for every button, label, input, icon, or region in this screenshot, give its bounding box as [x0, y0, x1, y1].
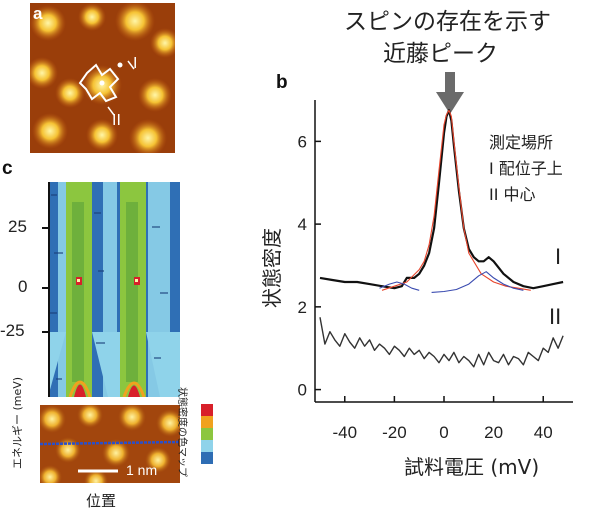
panel-c-label: c [2, 158, 13, 179]
site-ii-marker [99, 80, 105, 86]
series-line-fit-2 [381, 109, 531, 291]
chart-y-label: 状態密度 [260, 228, 284, 308]
x-tick-label: -20 [382, 423, 407, 442]
legend-entry-2: II 中心 [489, 185, 536, 204]
series-label-ii: II [549, 304, 562, 329]
x-tick-label: -40 [332, 423, 357, 442]
panel-c-spectral-map [48, 182, 180, 397]
site-i-marker [117, 62, 123, 68]
colorbar-swatch [201, 404, 213, 417]
colorbar-swatch [201, 440, 213, 453]
series-line-fit-3 [379, 281, 420, 291]
x-tick-label: 20 [484, 423, 503, 442]
panel-c-y-tick-2: 0 [18, 277, 28, 296]
series-line-fit-4 [431, 271, 524, 293]
scale-bar-label: 1 nm [126, 462, 158, 478]
colorbar-swatch [201, 428, 213, 441]
y-tick-label: 6 [298, 132, 307, 151]
panel-a-marker-2: II [112, 112, 121, 129]
panel-c-y-axis [42, 182, 50, 397]
molecule-outline [78, 63, 120, 103]
y-tick-label: 4 [298, 215, 307, 234]
panel-a-marker-1: I [133, 55, 138, 72]
panel-a-image [30, 3, 175, 153]
x-tick-label: 40 [534, 423, 553, 442]
panel-b-label: b [276, 72, 288, 93]
kondo-arrow [436, 72, 464, 114]
x-tick-label: 0 [439, 423, 448, 442]
colorbar [201, 404, 213, 464]
y-tick-label: 2 [298, 298, 307, 317]
kondo-annotation-line1: スピンの存在を示す [344, 9, 551, 35]
y-tick-label: 0 [298, 381, 307, 400]
legend-title: 測定場所 [489, 133, 554, 152]
panel-c-topography [40, 405, 180, 483]
panel-c-x-label: 位置 [86, 492, 117, 510]
panel-c-y-tick-3: -25 [0, 321, 25, 340]
series-line-ii [319, 317, 564, 368]
panel-c-y-tick-1: 25 [8, 217, 27, 236]
chart-x-label: 試料電圧 (mV) [404, 455, 540, 479]
colorbar-swatch [201, 416, 213, 429]
linescan-line [40, 440, 180, 446]
legend-entry-1: I 配位子上 [489, 159, 563, 178]
kondo-annotation-line2: 近藤ピーク [383, 41, 498, 67]
series-label-i: I [555, 244, 562, 269]
colorbar-swatch [201, 452, 213, 464]
panel-a-label: a [33, 4, 43, 23]
